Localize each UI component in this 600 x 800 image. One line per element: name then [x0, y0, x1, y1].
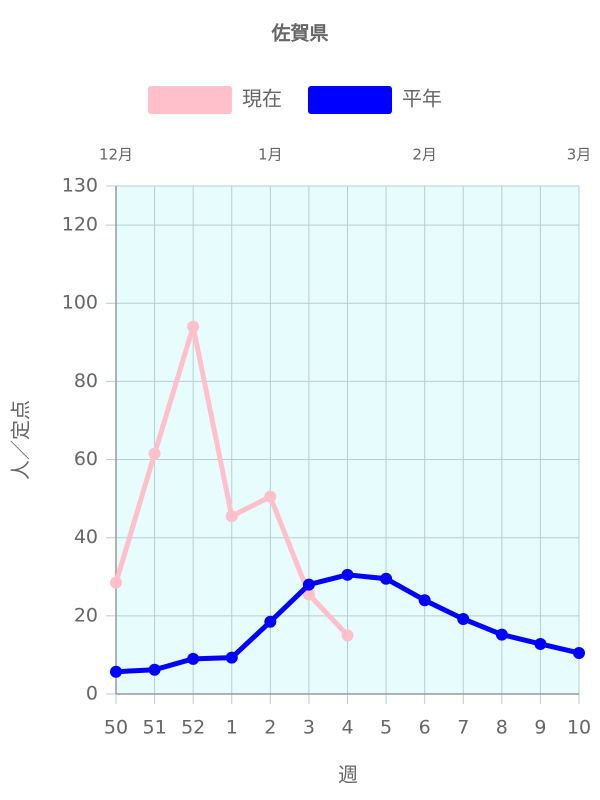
- legend-swatch: [308, 86, 392, 114]
- x-tick-label: 51: [142, 717, 166, 739]
- y-tick-label: 120: [62, 214, 98, 236]
- x-tick-label: 3: [303, 717, 315, 739]
- data-point: [341, 629, 354, 642]
- x-tick-label: 2: [264, 717, 276, 739]
- data-point: [148, 447, 161, 460]
- data-point: [225, 651, 238, 664]
- top-tick-label: 2月: [412, 146, 437, 164]
- data-point: [264, 615, 277, 628]
- data-point: [457, 612, 470, 625]
- x-tick-label: 9: [534, 717, 546, 739]
- x-tick-label: 7: [457, 717, 469, 739]
- data-point: [341, 568, 354, 581]
- x-tick-label: 52: [181, 717, 205, 739]
- y-tick-label: 20: [74, 604, 98, 626]
- data-point: [534, 637, 547, 650]
- data-point: [380, 572, 393, 585]
- legend-label: 平年: [402, 87, 442, 111]
- data-point: [418, 594, 431, 607]
- x-tick-label: 10: [567, 717, 591, 739]
- x-tick-label: 4: [341, 717, 353, 739]
- legend-swatch: [148, 86, 232, 114]
- top-tick-label: 12月: [99, 146, 133, 164]
- y-axis-label: 人／定点: [9, 400, 33, 480]
- y-tick-label: 0: [86, 683, 98, 705]
- data-point: [187, 652, 200, 665]
- data-point: [302, 578, 315, 591]
- x-tick-label: 1: [226, 717, 238, 739]
- data-point: [495, 628, 508, 641]
- data-point: [148, 663, 161, 676]
- data-point: [110, 576, 122, 589]
- x-axis-label: 週: [338, 763, 358, 787]
- data-point: [225, 510, 238, 523]
- y-tick-label: 40: [74, 526, 98, 548]
- data-point: [573, 646, 585, 659]
- chart-title: 佐賀県: [270, 22, 328, 45]
- x-tick-label: 50: [104, 717, 128, 739]
- x-tick-label: 5: [380, 717, 392, 739]
- x-tick-label: 8: [496, 717, 508, 739]
- y-tick-label: 80: [74, 370, 98, 392]
- data-point: [264, 490, 277, 503]
- y-tick-label: 130: [62, 175, 98, 197]
- legend-label: 現在: [242, 87, 282, 111]
- top-tick-label: 3月: [567, 146, 592, 164]
- data-point: [302, 588, 315, 601]
- top-tick-label: 1月: [258, 146, 283, 164]
- y-tick-label: 60: [74, 448, 98, 470]
- x-tick-label: 6: [419, 717, 431, 739]
- data-point: [187, 320, 200, 333]
- data-point: [110, 665, 122, 678]
- y-tick-label: 100: [62, 292, 98, 314]
